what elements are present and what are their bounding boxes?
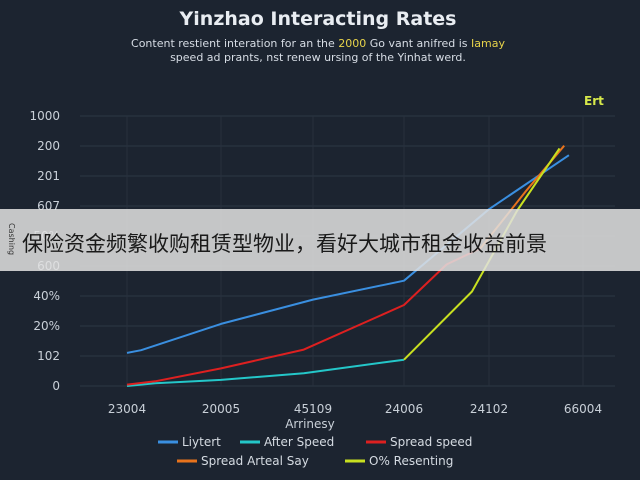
x-tick-label: 24102: [470, 402, 508, 416]
overlay-banner: Cashing 保险资金频繁收购租赁型物业，看好大城市租金收益前景: [0, 209, 640, 271]
y-tick-label: 200: [37, 139, 60, 153]
chart-legend: Liytert After Speed Spread speed Spread Art…: [158, 435, 472, 468]
legend-label: Spread Arteal Say: [201, 454, 309, 468]
y-tick-label: 1000: [29, 109, 60, 123]
x-tick-label: 24006: [385, 402, 423, 416]
y-tick-label: 102: [37, 349, 60, 363]
y-tick-label: 40%: [33, 289, 60, 303]
series-line: [126, 358, 405, 387]
y-tick-label: 20%: [33, 319, 60, 333]
legend-label: Spread speed: [390, 435, 472, 449]
chart-subtitle-line-2: speed ad prants, nst renew ursing of the…: [170, 51, 466, 64]
legend-label: Liytert: [182, 435, 221, 449]
chart-annotation: Ert: [584, 94, 604, 108]
y-tick-label: 201: [37, 169, 60, 183]
legend-label: After Speed: [264, 435, 334, 449]
banner-side-label: Cashing: [7, 223, 16, 256]
banner-headline: 保险资金频繁收购租赁型物业，看好大城市租金收益前景: [22, 232, 547, 256]
x-axis-title: Arrinesy: [285, 417, 335, 431]
x-tick-label: 20005: [202, 402, 240, 416]
legend-label: O% Resenting: [369, 454, 453, 468]
chart-subtitle-line-1: Content restient interation for an the 2…: [131, 37, 505, 50]
x-tick-label: 66004: [564, 402, 602, 416]
x-tick-label: 23004: [108, 402, 146, 416]
x-tick-label: 45109: [294, 402, 332, 416]
chart-title: Yinzhao Interacting Rates: [179, 8, 457, 30]
x-axis-ticks: 23004 20005 45109 24006 24102 66004: [108, 402, 602, 416]
y-tick-label: 0: [52, 379, 60, 393]
